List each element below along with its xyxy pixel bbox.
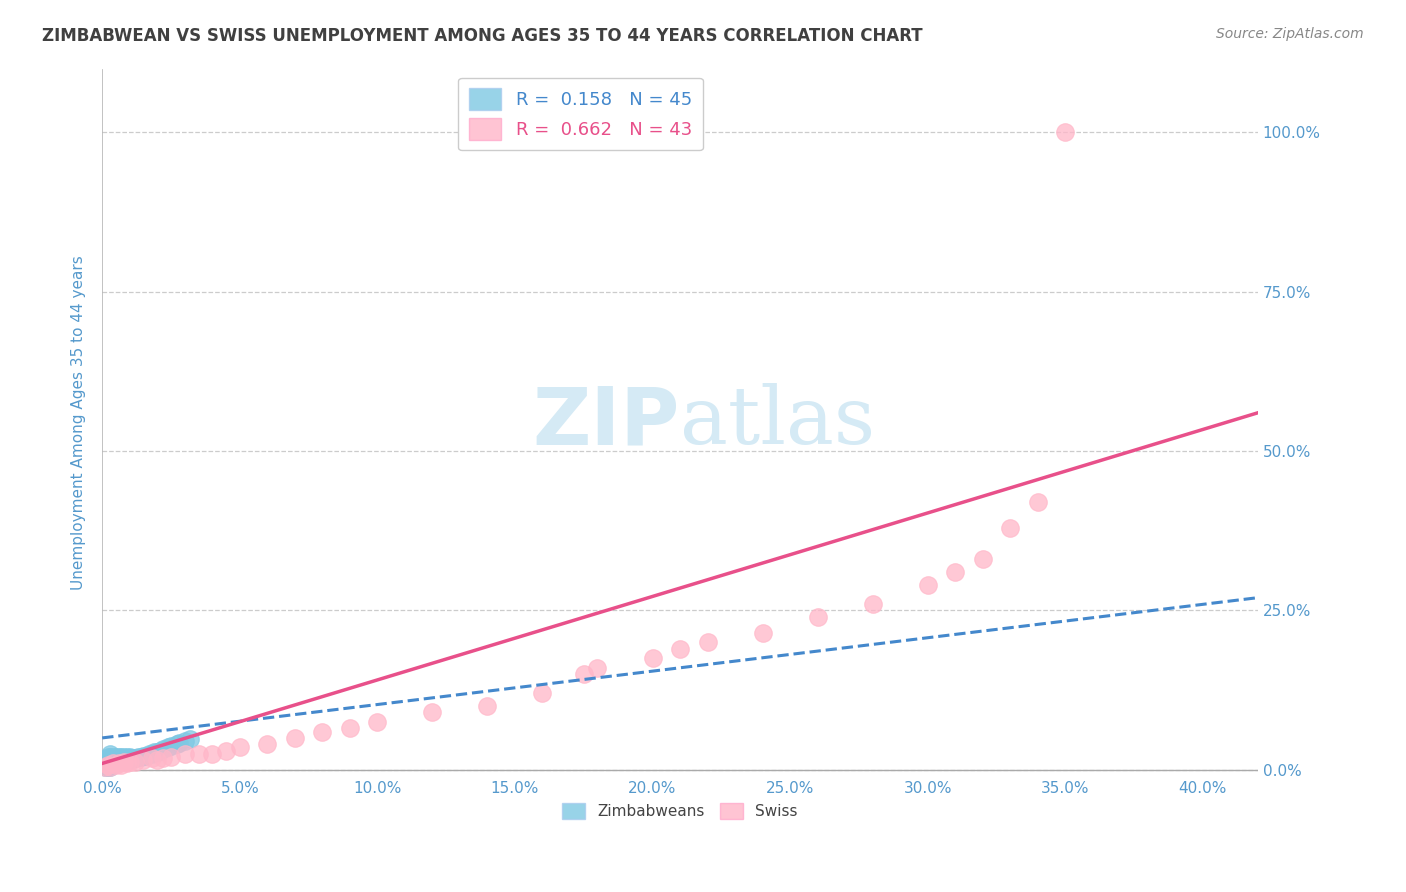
Point <box>167 736 190 750</box>
Point <box>103 756 125 771</box>
Text: ZIMBABWEAN VS SWISS UNEMPLOYMENT AMONG AGES 35 TO 44 YEARS CORRELATION CHART: ZIMBABWEAN VS SWISS UNEMPLOYMENT AMONG A… <box>42 27 922 45</box>
Point <box>1026 495 1049 509</box>
Point <box>100 759 122 773</box>
Point <box>143 745 166 759</box>
Y-axis label: Unemployment Among Ages 35 to 44 years: Unemployment Among Ages 35 to 44 years <box>72 255 86 590</box>
Text: atlas: atlas <box>681 384 875 461</box>
Point <box>103 753 125 767</box>
Point <box>943 565 966 579</box>
Point <box>862 597 884 611</box>
Point <box>104 753 127 767</box>
Point <box>138 747 160 761</box>
Point <box>201 747 224 761</box>
Point <box>229 740 252 755</box>
Point <box>97 757 120 772</box>
Point <box>115 750 138 764</box>
Point <box>146 745 169 759</box>
Point <box>112 755 135 769</box>
Point <box>118 755 141 769</box>
Point <box>998 520 1021 534</box>
Point <box>100 756 122 771</box>
Point <box>103 750 125 764</box>
Point <box>366 714 388 729</box>
Point <box>94 759 117 773</box>
Point <box>100 753 122 767</box>
Text: Source: ZipAtlas.com: Source: ZipAtlas.com <box>1216 27 1364 41</box>
Point <box>115 753 138 767</box>
Point <box>917 578 939 592</box>
Point <box>104 757 127 772</box>
Point <box>103 756 125 771</box>
Point <box>1054 125 1077 139</box>
Point <box>127 750 149 764</box>
Point <box>422 706 444 720</box>
Point <box>160 750 183 764</box>
Point <box>311 724 333 739</box>
Point <box>97 750 120 764</box>
Point <box>972 552 994 566</box>
Point <box>97 753 120 767</box>
Point <box>187 747 209 761</box>
Point <box>807 609 830 624</box>
Point <box>146 753 169 767</box>
Point <box>135 748 157 763</box>
Point <box>141 751 163 765</box>
Point <box>215 744 238 758</box>
Point <box>124 755 146 769</box>
Point <box>166 737 188 751</box>
Point <box>100 759 122 773</box>
Point <box>110 757 132 772</box>
Point <box>641 651 664 665</box>
Point <box>124 751 146 765</box>
Point <box>121 751 143 765</box>
Point <box>179 732 201 747</box>
Point <box>110 750 132 764</box>
Point <box>118 750 141 764</box>
Point <box>110 753 132 767</box>
Point <box>339 722 361 736</box>
Point <box>572 667 595 681</box>
Point <box>751 625 773 640</box>
Point <box>107 753 129 767</box>
Point <box>94 759 117 773</box>
Point <box>104 750 127 764</box>
Point <box>173 734 195 748</box>
Point <box>94 756 117 771</box>
Point <box>112 753 135 767</box>
Point <box>129 750 152 764</box>
Point <box>173 747 195 761</box>
Point <box>112 750 135 764</box>
Point <box>669 641 692 656</box>
Point <box>104 756 127 771</box>
Point <box>141 747 163 761</box>
Point <box>107 750 129 764</box>
Point <box>256 737 278 751</box>
Legend: Zimbabweans, Swiss: Zimbabweans, Swiss <box>557 797 804 825</box>
Point <box>107 756 129 771</box>
Point <box>115 756 138 771</box>
Point <box>152 742 174 756</box>
Text: ZIP: ZIP <box>533 384 681 461</box>
Point <box>696 635 718 649</box>
Point <box>118 753 141 767</box>
Point <box>477 699 499 714</box>
Point <box>531 686 554 700</box>
Point <box>132 753 155 767</box>
Point <box>284 731 307 745</box>
Point <box>100 750 122 764</box>
Point <box>100 747 122 761</box>
Point <box>97 759 120 773</box>
Point <box>132 748 155 763</box>
Point <box>149 744 172 758</box>
Point <box>586 661 609 675</box>
Point <box>152 751 174 765</box>
Point <box>157 740 180 755</box>
Point <box>97 756 120 771</box>
Point <box>160 739 183 753</box>
